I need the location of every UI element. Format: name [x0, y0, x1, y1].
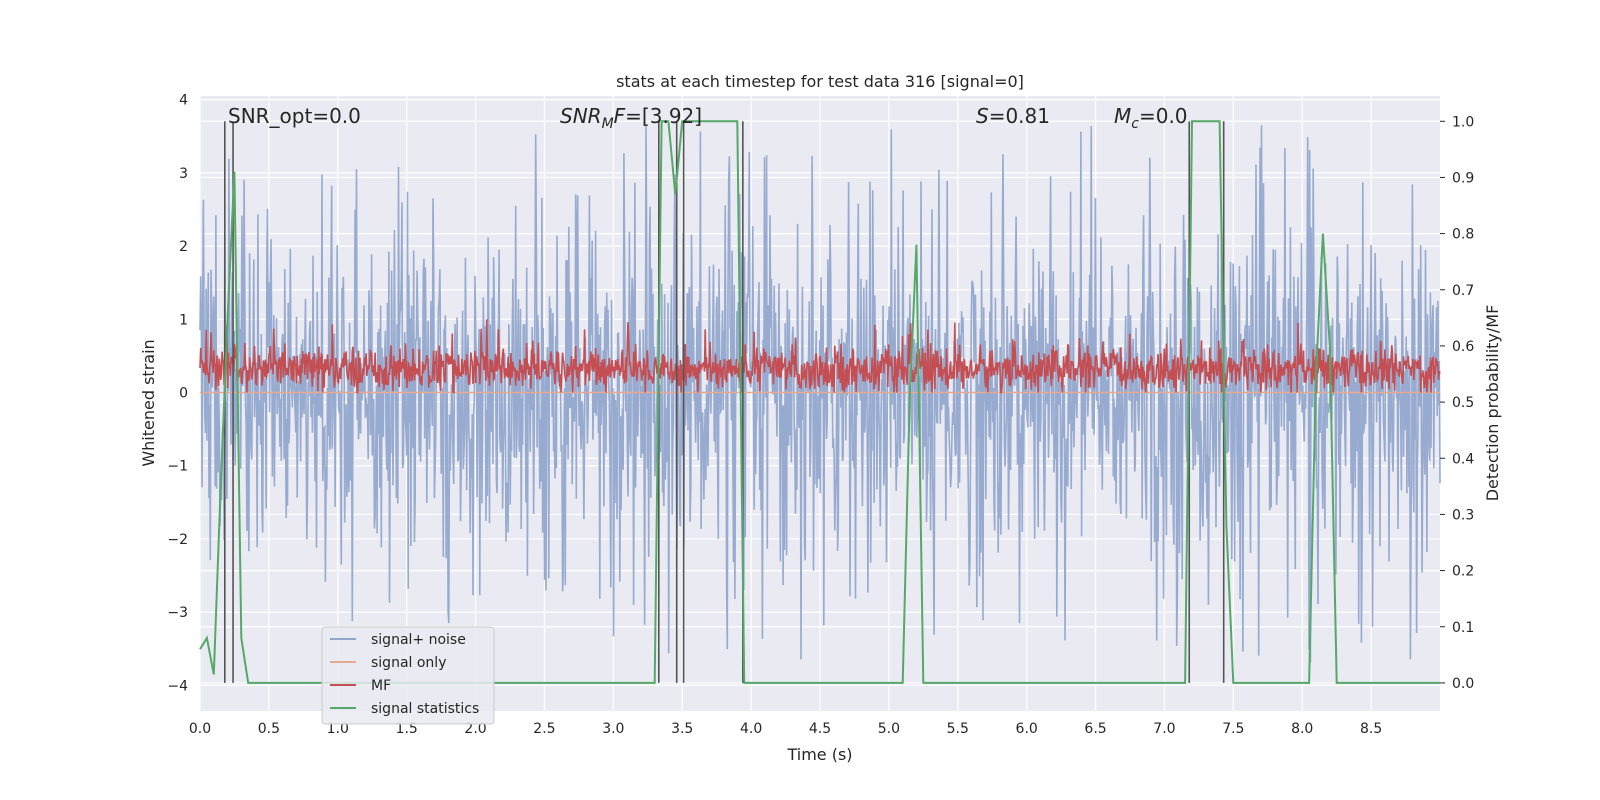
y-right-tick-label: 0.5: [1452, 395, 1474, 411]
y-left-tick-label: −4: [167, 678, 188, 694]
x-tick-label: 8.0: [1291, 721, 1313, 737]
y-right-tick-label: 0.8: [1452, 227, 1474, 243]
legend-label-mf: MF: [371, 678, 391, 694]
snr-mf-subscript: M: [602, 116, 614, 132]
x-axis-label: Time (s): [786, 745, 852, 764]
y-left-axis-ticks: 4 3 2 1 0 −1 −2 −3 −4: [167, 93, 188, 695]
x-tick-label: 4.0: [740, 721, 762, 737]
mf-series: [199, 319, 1441, 394]
x-tick-label: 8.5: [1360, 721, 1382, 737]
x-tick-label: 3.5: [671, 721, 693, 737]
mc-value: =0.0: [1139, 104, 1188, 128]
x-tick-label: 5.5: [947, 721, 969, 737]
legend-label-signal-noise: signal+ noise: [371, 632, 466, 648]
y-right-tick-label: 0.6: [1452, 339, 1474, 355]
x-tick-label: 6.5: [1084, 721, 1106, 737]
y-right-tick-label: 0.4: [1452, 451, 1474, 467]
x-tick-label: 0.5: [258, 721, 280, 737]
y-right-tick-label: 0.9: [1452, 170, 1474, 186]
y-left-tick-label: −2: [167, 532, 188, 548]
s-symbol: S: [976, 104, 989, 128]
x-tick-label: 6.0: [1016, 721, 1038, 737]
signal-noise-series: [199, 125, 1441, 663]
x-tick-label: 2.5: [533, 721, 555, 737]
signal-statistics-series: [199, 120, 1440, 684]
snr-mf-symbol: SNR: [560, 104, 602, 128]
snr-mf-value: =[3.92]: [625, 104, 702, 128]
y-left-axis-label: Whitened strain: [139, 339, 158, 466]
y-left-tick-label: 3: [179, 166, 188, 182]
mc-symbol: M: [1114, 104, 1131, 128]
x-tick-label: 7.5: [1222, 721, 1244, 737]
x-tick-label: 1.5: [396, 721, 418, 737]
y-right-axis-label: Detection probability/MF: [1483, 305, 1502, 502]
y-right-axis-ticks: 1.0 0.9 0.8 0.7 0.6 0.5 0.4 0.3 0.2 0.1 0.0: [1440, 114, 1474, 692]
legend: signal+ noise signal only MF signal stat…: [321, 626, 495, 725]
chart-title: stats at each timestep for test data 316…: [616, 72, 1024, 91]
y-right-tick-label: 1.0: [1452, 114, 1474, 130]
legend-box: [321, 626, 495, 725]
s-value: =0.81: [989, 104, 1050, 128]
x-tick-label: 1.0: [327, 721, 349, 737]
y-left-tick-label: 4: [179, 93, 188, 109]
y-left-tick-label: 1: [179, 312, 188, 328]
mc-subscript: c: [1131, 116, 1139, 132]
x-tick-label: 3.0: [602, 721, 624, 737]
annotation-snr-mf: SNRMF=[3.92]: [560, 104, 702, 132]
y-left-tick-label: 0: [179, 386, 188, 402]
x-tick-label: 0.0: [189, 721, 211, 737]
y-left-tick-label: −3: [167, 605, 188, 621]
legend-label-signal-only: signal only: [371, 655, 446, 671]
y-right-tick-label: 0.0: [1452, 676, 1474, 692]
signal-statistics-line: [199, 120, 1440, 684]
y-right-tick-label: 0.2: [1452, 564, 1474, 580]
x-tick-label: 7.0: [1153, 721, 1175, 737]
legend-label-signal-statistics: signal statistics: [371, 701, 479, 717]
y-right-tick-label: 0.7: [1452, 283, 1474, 299]
annotation-mc: Mc=0.0: [1114, 104, 1188, 132]
x-tick-label: 2.0: [464, 721, 486, 737]
x-axis-ticks: 0.0 0.5 1.0 1.5 2.0 2.5 3.0 3.5 4.0 4.5 5.0 5.5 6.0 6…: [189, 721, 1382, 737]
snr-mf-f: F: [614, 104, 626, 128]
y-left-tick-label: −1: [167, 459, 188, 475]
y-left-tick-label: 2: [179, 239, 188, 255]
x-tick-label: 4.5: [809, 721, 831, 737]
annotation-s: S=0.81: [976, 104, 1050, 128]
mf-line: [199, 319, 1441, 394]
y-right-tick-label: 0.1: [1452, 620, 1474, 636]
signal-noise-line: [199, 125, 1441, 663]
y-right-tick-label: 0.3: [1452, 507, 1474, 523]
x-tick-label: 5.0: [878, 721, 900, 737]
annotation-snr-opt: SNR_opt=0.0: [228, 104, 361, 128]
